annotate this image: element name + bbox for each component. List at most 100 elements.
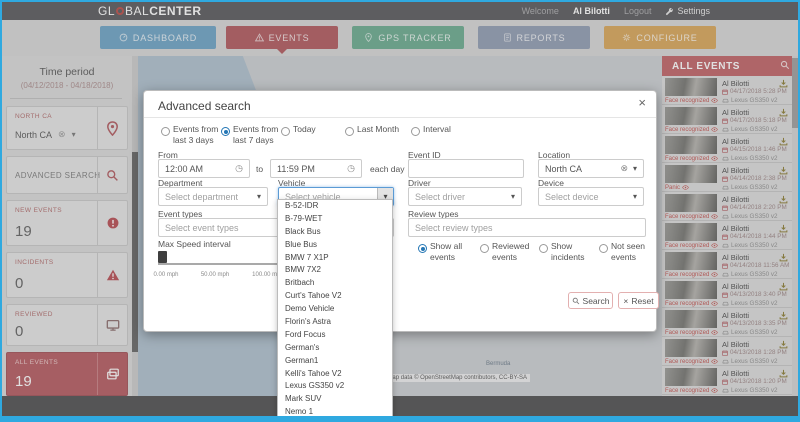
vehicle-option[interactable]: Kelli's Tahoe V2: [285, 368, 342, 378]
driver-select[interactable]: Select driver ▾: [408, 187, 522, 206]
event-list-item[interactable]: Face recognized Al Bilotti 04/17/2018 5:…: [662, 76, 798, 105]
vehicle-option[interactable]: Blue Bus: [285, 239, 318, 249]
right-scrollbar[interactable]: [792, 56, 798, 396]
download-icon[interactable]: [779, 369, 788, 378]
download-icon[interactable]: [779, 195, 788, 204]
reviewed-card[interactable]: REVIEWED 0: [6, 304, 128, 346]
event-thumbnail[interactable]: [665, 368, 717, 386]
nav-tab-events[interactable]: EVENTS: [226, 26, 338, 54]
right-scrollbar-thumb[interactable]: [792, 58, 798, 128]
vehicle-option[interactable]: Britbach: [285, 278, 315, 288]
radio-label[interactable]: Interval: [423, 124, 451, 134]
clear-icon[interactable]: ⊗: [58, 129, 66, 139]
close-icon[interactable]: ×: [638, 95, 646, 110]
vehicle-option[interactable]: Curt's Tahoe V2: [285, 291, 342, 301]
event-list-item[interactable]: Face recognized Al Bilotti 04/14/2018 1:…: [662, 221, 798, 250]
review-types-input[interactable]: Select review types: [408, 218, 646, 237]
event-thumbnail[interactable]: [665, 281, 717, 299]
download-icon[interactable]: [779, 311, 788, 320]
logout-link[interactable]: Logout: [623, 6, 652, 16]
event-thumbnail[interactable]: [665, 223, 717, 241]
vehicle-option[interactable]: German's: [285, 342, 320, 352]
location-select[interactable]: North CA ⊗ ▾: [538, 159, 644, 178]
device-select[interactable]: Select device ▾: [538, 187, 644, 206]
radio-label[interactable]: Last Month: [357, 124, 400, 134]
department-select[interactable]: Select department ▾: [158, 187, 268, 206]
radio-show-incidents[interactable]: [539, 244, 548, 253]
vehicle-option[interactable]: Lexus GS350 v2: [285, 381, 345, 391]
location-select[interactable]: North CA ⊗ ▾: [15, 129, 93, 140]
event-thumbnail[interactable]: [665, 339, 717, 357]
event-id-input[interactable]: [408, 159, 524, 178]
to-time-input[interactable]: 11:59 PM ◷: [270, 159, 362, 178]
event-list-item[interactable]: Face recognized Al Bilotti 04/13/2018 1:…: [662, 337, 798, 366]
vehicle-option[interactable]: BMW 7X2: [285, 265, 322, 275]
reset-button[interactable]: × Reset: [618, 292, 659, 309]
radio-label[interactable]: Not seen events: [611, 241, 646, 263]
event-thumbnail[interactable]: [665, 107, 717, 125]
download-icon[interactable]: [779, 108, 788, 117]
radio-interval[interactable]: [411, 127, 420, 136]
download-icon[interactable]: [779, 282, 788, 291]
vehicle-option[interactable]: Ford Focus: [285, 329, 326, 339]
radio-label[interactable]: Show all events: [430, 241, 463, 263]
download-icon[interactable]: [779, 340, 788, 349]
vehicle-option[interactable]: Florin's Astra: [285, 317, 331, 327]
advanced-search-card[interactable]: ADVANCED SEARCH: [6, 156, 128, 194]
download-icon[interactable]: [779, 166, 788, 175]
event-list-item[interactable]: Face recognized Al Bilotti 04/15/2018 1:…: [662, 134, 798, 163]
radio-events-last-3-days[interactable]: [161, 127, 170, 136]
event-list-item[interactable]: Face recognized Al Bilotti 04/17/2018 5:…: [662, 105, 798, 134]
left-scrollbar[interactable]: [132, 56, 138, 396]
radio-label[interactable]: Events from last 3 days: [173, 124, 219, 146]
event-thumbnail[interactable]: [665, 252, 717, 270]
search-button[interactable]: Search: [568, 292, 613, 309]
all-events-card[interactable]: ALL EVENTS 19: [6, 352, 128, 396]
radio-today[interactable]: [281, 127, 290, 136]
vehicle-option[interactable]: B-52-IDR: [285, 201, 319, 210]
event-list-item[interactable]: Face recognized Al Bilotti 04/14/2018 11…: [662, 250, 798, 279]
nav-tab-reports[interactable]: REPORTS: [478, 26, 590, 49]
left-scrollbar-thumb[interactable]: [132, 152, 138, 352]
radio-events-last-7-days[interactable]: [221, 127, 230, 136]
download-icon[interactable]: [779, 224, 788, 233]
nav-tab-dashboard[interactable]: DASHBOARD: [100, 26, 216, 49]
clear-icon[interactable]: ⊗: [620, 163, 628, 173]
speed-slider-handle[interactable]: [158, 251, 167, 263]
vehicle-option[interactable]: Nemo 1: [285, 407, 314, 417]
radio-not-seen-events[interactable]: [599, 244, 608, 253]
new-events-card[interactable]: NEW EVENTS 19: [6, 200, 128, 246]
download-icon[interactable]: [779, 253, 788, 262]
radio-label[interactable]: Reviewed events: [492, 241, 530, 263]
from-time-input[interactable]: 12:00 AM ◷: [158, 159, 250, 178]
event-list-item[interactable]: Face recognized Al Bilotti 04/13/2018 3:…: [662, 308, 798, 337]
radio-show-all-events[interactable]: [418, 244, 427, 253]
vehicle-option[interactable]: B-79-WET: [285, 213, 323, 223]
vehicle-option[interactable]: BMW 7 X1P: [285, 252, 329, 262]
download-icon[interactable]: [779, 137, 788, 146]
vehicle-option[interactable]: Black Bus: [285, 226, 321, 236]
event-thumbnail[interactable]: [665, 165, 717, 183]
event-list-item[interactable]: Face recognized Al Bilotti 04/14/2018 2:…: [662, 192, 798, 221]
event-list-item[interactable]: Panic Al Bilotti 04/14/2018 2:38 PM Lexu…: [662, 163, 798, 192]
search-icon[interactable]: [780, 60, 790, 70]
nav-tab-configure[interactable]: CONFIGURE: [604, 26, 716, 49]
event-thumbnail[interactable]: [665, 194, 717, 212]
vehicle-option[interactable]: Demo Vehicle: [285, 304, 335, 314]
event-thumbnail[interactable]: [665, 310, 717, 328]
radio-last-month[interactable]: [345, 127, 354, 136]
event-thumbnail[interactable]: [665, 136, 717, 154]
radio-label[interactable]: Today: [293, 124, 316, 134]
nav-tab-gps-tracker[interactable]: GPS TRACKER: [352, 26, 464, 49]
incidents-card[interactable]: INCIDENTS 0: [6, 252, 128, 298]
download-icon[interactable]: [779, 79, 788, 88]
event-list-item[interactable]: Face recognized Al Bilotti 04/13/2018 3:…: [662, 279, 798, 308]
event-thumbnail[interactable]: [665, 78, 717, 96]
vehicle-option[interactable]: Mark SUV: [285, 394, 322, 404]
radio-label[interactable]: Show incidents: [551, 241, 585, 263]
vehicle-option[interactable]: German1: [285, 355, 319, 365]
radio-label[interactable]: Events from last 7 days: [233, 124, 279, 146]
settings-link[interactable]: Settings: [665, 6, 710, 16]
speed-slider-track[interactable]: [158, 263, 320, 265]
event-list-item[interactable]: Face recognized Al Bilotti 04/13/2018 1:…: [662, 366, 798, 395]
